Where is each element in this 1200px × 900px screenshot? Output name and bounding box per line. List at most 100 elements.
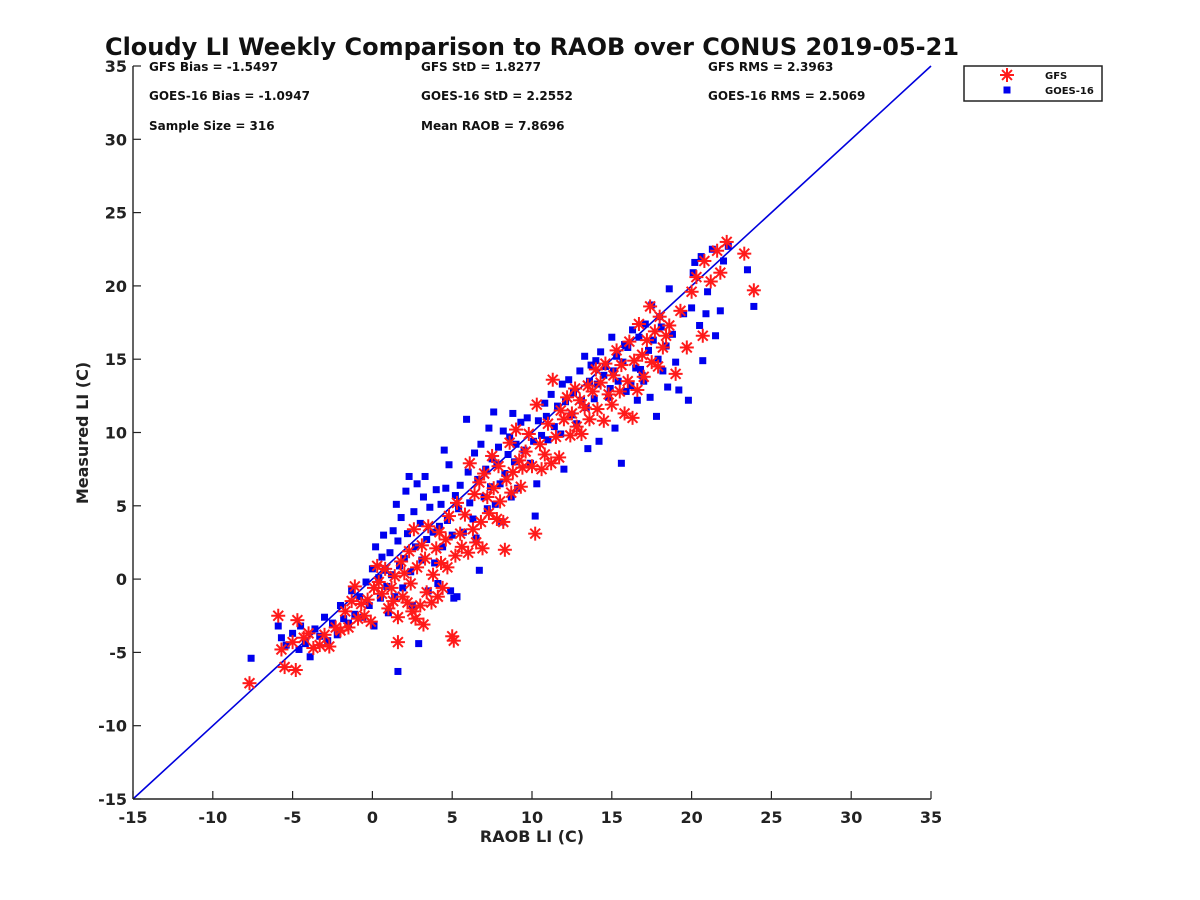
- data-point-goes16: [531, 512, 539, 520]
- data-point-goes16: [402, 487, 410, 495]
- legend: GFS GOES-16: [963, 65, 1103, 102]
- data-point-goes16: [541, 399, 549, 407]
- data-point-goes16: [413, 480, 421, 488]
- data-point-goes16: [565, 376, 573, 384]
- data-point-goes16: [411, 543, 419, 551]
- data-point-gfs: [465, 522, 480, 537]
- data-point-goes16: [295, 645, 303, 653]
- data-point-gfs: [418, 551, 433, 566]
- data-point-goes16: [654, 355, 662, 363]
- data-point-goes16: [657, 323, 665, 331]
- data-point-gfs: [713, 265, 728, 280]
- data-point-gfs: [689, 270, 704, 285]
- data-point-goes16: [380, 531, 388, 539]
- data-point-goes16: [394, 537, 402, 545]
- data-point-goes16: [416, 519, 424, 527]
- data-point-goes16: [550, 423, 558, 431]
- data-point-goes16: [547, 390, 555, 398]
- data-point-goes16: [699, 357, 707, 365]
- data-point-goes16: [487, 483, 495, 491]
- data-point-goes16: [585, 377, 593, 385]
- data-point-goes16: [311, 625, 319, 633]
- data-point-goes16: [672, 358, 680, 366]
- data-point-goes16: [534, 417, 542, 425]
- data-point-gfs: [679, 340, 694, 355]
- data-point-gfs: [548, 429, 563, 444]
- data-point-gfs: [469, 535, 484, 550]
- data-point-goes16: [443, 516, 451, 524]
- data-point-goes16: [415, 640, 423, 648]
- data-point-gfs: [647, 324, 662, 339]
- data-point-goes16: [557, 430, 565, 438]
- data-point-goes16: [453, 593, 461, 601]
- data-points: [242, 234, 761, 691]
- data-point-gfs: [622, 334, 637, 349]
- data-point-goes16: [696, 321, 704, 329]
- data-point-goes16: [464, 468, 472, 476]
- data-point-gfs: [480, 490, 495, 505]
- data-point-gfs: [442, 509, 457, 524]
- data-point-gfs: [290, 613, 305, 628]
- data-point-goes16: [289, 629, 297, 637]
- data-point-gfs: [639, 333, 654, 348]
- legend-gfs-marker: [1000, 68, 1014, 82]
- x-tick-label: -5: [284, 808, 302, 827]
- data-point-gfs: [363, 614, 378, 629]
- data-point-goes16: [469, 515, 477, 523]
- data-point-goes16: [504, 450, 512, 458]
- data-point-goes16: [388, 571, 396, 579]
- data-point-gfs: [746, 283, 761, 298]
- data-point-gfs: [532, 437, 547, 452]
- data-point-gfs: [518, 444, 533, 459]
- data-point-goes16: [336, 601, 344, 609]
- data-point-goes16: [538, 431, 546, 439]
- data-point-gfs: [403, 576, 418, 591]
- data-point-goes16: [356, 593, 364, 601]
- data-point-gfs: [406, 522, 421, 537]
- data-point-gfs: [414, 538, 429, 553]
- data-point-gfs: [347, 579, 362, 594]
- data-point-goes16: [684, 396, 692, 404]
- data-point-gfs: [673, 303, 688, 318]
- data-point-gfs: [588, 362, 603, 377]
- data-point-gfs: [601, 387, 616, 402]
- data-point-gfs: [695, 328, 710, 343]
- data-point-goes16: [576, 367, 584, 375]
- data-point-goes16: [407, 568, 415, 576]
- data-point-gfs: [596, 413, 611, 428]
- data-point-goes16: [490, 408, 498, 416]
- stat-annotation: GOES-16 Bias = -1.0947: [149, 89, 310, 103]
- data-point-goes16: [633, 396, 641, 404]
- data-point-goes16: [708, 245, 716, 253]
- data-point-goes16: [593, 380, 601, 388]
- data-point-goes16: [475, 566, 483, 574]
- data-point-gfs: [737, 246, 752, 261]
- data-point-goes16: [668, 330, 676, 338]
- data-point-goes16: [600, 371, 608, 379]
- data-point-goes16: [306, 653, 314, 661]
- data-point-gfs: [563, 428, 578, 443]
- data-point-goes16: [608, 333, 616, 341]
- data-point-gfs: [609, 343, 624, 358]
- data-point-gfs: [360, 592, 375, 607]
- data-point-goes16: [629, 326, 637, 334]
- data-point-goes16: [432, 486, 440, 494]
- x-tick-label: 0: [367, 808, 378, 827]
- data-point-goes16: [378, 553, 386, 561]
- data-point-gfs: [568, 381, 583, 396]
- data-point-gfs: [475, 541, 490, 556]
- data-point-gfs: [277, 660, 292, 675]
- data-point-goes16: [704, 288, 712, 296]
- data-point-gfs: [461, 545, 476, 560]
- data-point-goes16: [277, 634, 285, 642]
- data-point-gfs: [410, 560, 425, 575]
- data-point-gfs: [625, 410, 640, 425]
- data-point-gfs: [612, 384, 627, 399]
- data-point-goes16: [445, 461, 453, 469]
- data-point-gfs: [606, 368, 621, 383]
- data-point-goes16: [485, 424, 493, 432]
- data-point-goes16: [562, 398, 570, 406]
- data-point-gfs: [651, 359, 666, 374]
- data-point-goes16: [392, 500, 400, 508]
- data-point-goes16: [632, 364, 640, 372]
